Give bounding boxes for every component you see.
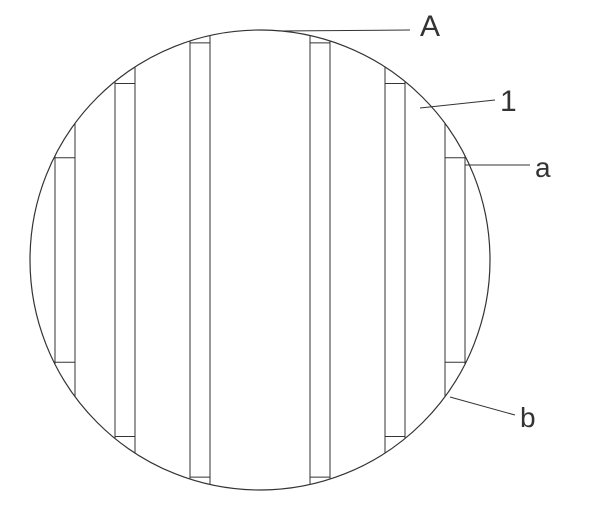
label-A: A <box>420 10 440 44</box>
label-b: b <box>520 402 536 434</box>
label-1: 1 <box>500 85 517 119</box>
technical-diagram <box>0 0 600 512</box>
label-a: a <box>535 152 551 184</box>
